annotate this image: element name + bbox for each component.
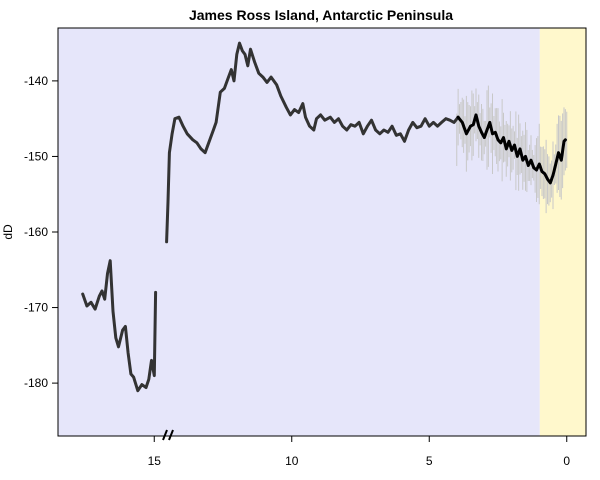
shaded-region-1 <box>539 28 586 436</box>
x-tick-label: 5 <box>426 454 433 468</box>
y-tick-label: -180 <box>24 376 48 390</box>
x-tick-label: 0 <box>563 454 570 468</box>
chart-title: James Ross Island, Antarctic Peninsula <box>189 7 453 23</box>
y-tick-label: -160 <box>24 225 48 239</box>
series-line-1 <box>165 41 460 244</box>
y-tick-label: -140 <box>24 74 48 88</box>
shaded-region-0 <box>58 28 540 436</box>
shaded-regions <box>58 28 586 436</box>
data-series <box>81 41 567 393</box>
axes: -140 -150 -160 -170 -180 15 10 5 0 <box>24 27 587 468</box>
x-tick-label: 15 <box>148 454 162 468</box>
series-line-0 <box>81 259 158 393</box>
x-tick-label: 10 <box>285 454 299 468</box>
axis-break-mark <box>168 429 174 441</box>
y-tick-label: -170 <box>24 301 48 315</box>
y-axis-label: dD <box>1 224 15 240</box>
y-tick-label: -150 <box>24 149 48 163</box>
series-line-2 <box>456 113 567 185</box>
axis-break-mark <box>162 429 168 441</box>
